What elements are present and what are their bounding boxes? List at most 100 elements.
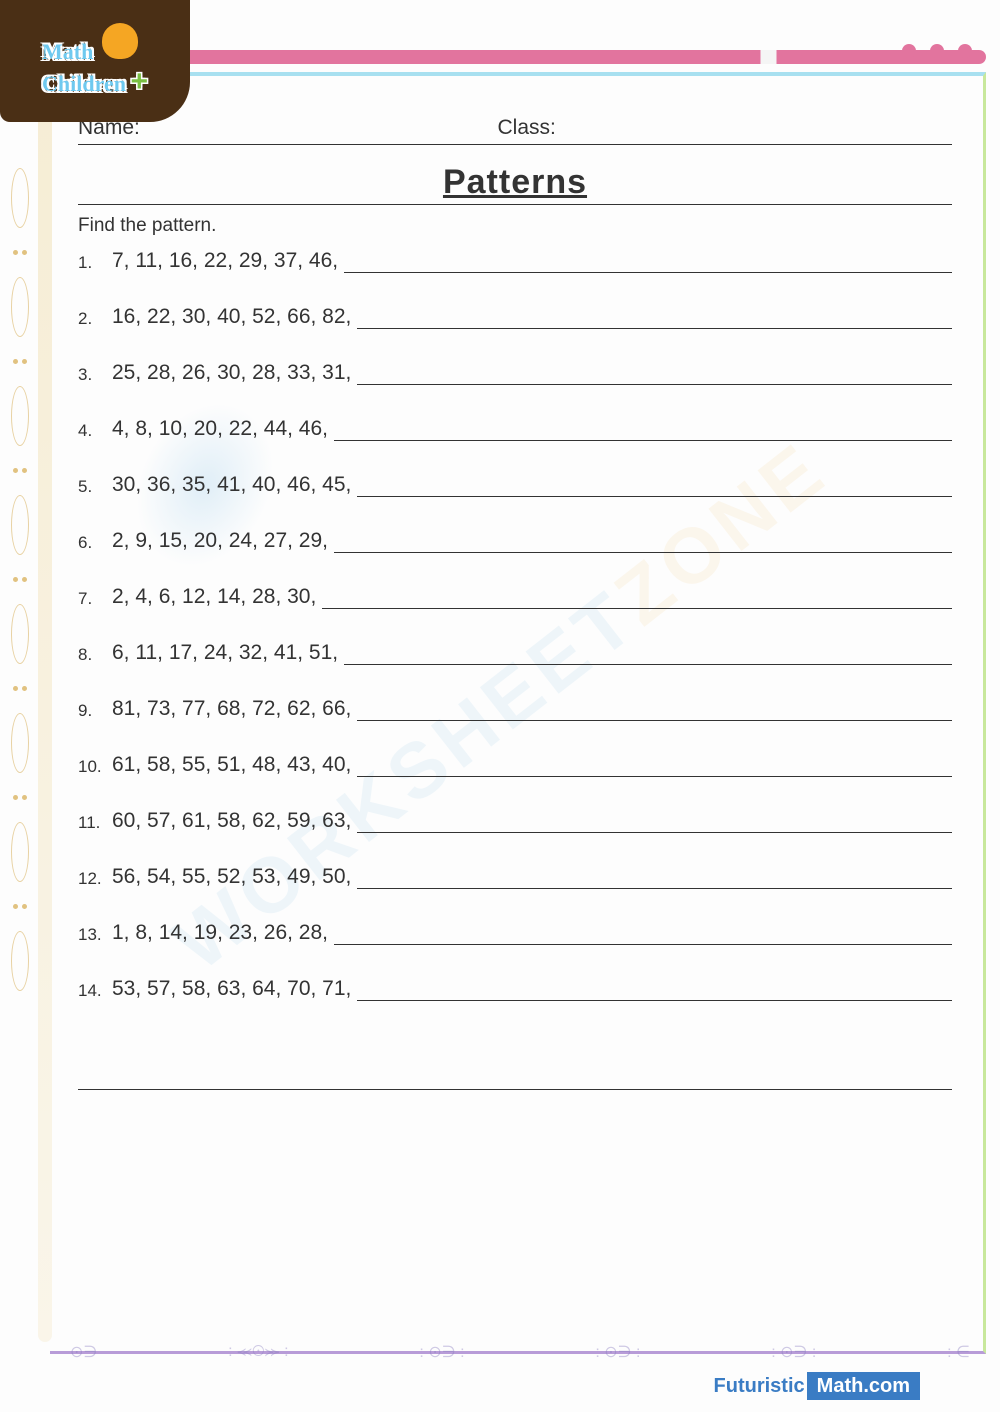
dots-pair xyxy=(8,904,32,909)
dots-pair xyxy=(8,359,32,364)
problem-number: 7. xyxy=(78,586,112,609)
problem-sequence: 4, 8, 10, 20, 22, 44, 46, xyxy=(112,417,334,441)
swirl-icon xyxy=(11,822,29,882)
footer-part1: Futuristic xyxy=(714,1375,805,1397)
logo-badge: Math Children + xyxy=(0,0,190,122)
swirl-icon xyxy=(11,931,29,991)
problem-number: 8. xyxy=(78,642,112,665)
problem-sequence: 30, 36, 35, 41, 40, 46, 45, xyxy=(112,473,357,497)
answer-blank[interactable] xyxy=(334,923,952,945)
problem-number: 10. xyxy=(78,754,112,777)
bottom-rule xyxy=(78,1089,952,1090)
answer-blank[interactable] xyxy=(357,475,952,497)
answer-blank[interactable] xyxy=(357,811,952,833)
footer-part2: Math.com xyxy=(807,1372,920,1400)
problem-row: 9.81, 73, 77, 68, 72, 62, 66, xyxy=(78,697,952,721)
swirl-icon xyxy=(11,495,29,555)
dot-icon xyxy=(958,44,972,58)
decor-glyph: : ⊙∋ : xyxy=(771,1342,816,1362)
problem-row: 7.2, 4, 6, 12, 14, 28, 30, xyxy=(78,585,952,609)
dot-icon xyxy=(930,44,944,58)
problem-sequence: 60, 57, 61, 58, 62, 59, 63, xyxy=(112,809,357,833)
answer-blank[interactable] xyxy=(344,643,952,665)
answer-blank[interactable] xyxy=(322,587,952,609)
problem-number: 9. xyxy=(78,698,112,721)
problem-row: 13.1, 8, 14, 19, 23, 26, 28, xyxy=(78,921,952,945)
answer-blank[interactable] xyxy=(334,419,952,441)
answer-blank[interactable] xyxy=(357,363,952,385)
title-wrap: Patterns xyxy=(78,163,952,205)
logo-content: Math Children + xyxy=(42,23,148,98)
dots-pair xyxy=(8,686,32,691)
decor-glyph: ⊙∋ xyxy=(70,1342,97,1362)
problem-row: 4.4, 8, 10, 20, 22, 44, 46, xyxy=(78,417,952,441)
answer-blank[interactable] xyxy=(334,531,952,553)
problem-number: 2. xyxy=(78,306,112,329)
decor-glyph: : ∈ xyxy=(947,1342,970,1362)
top-border-strip xyxy=(180,50,986,64)
plus-icon: + xyxy=(130,65,148,98)
footer-credit: FuturisticMath.com xyxy=(714,1375,920,1398)
problem-sequence: 16, 22, 30, 40, 52, 66, 82, xyxy=(112,305,357,329)
instruction-text: Find the pattern. xyxy=(78,215,952,237)
problems-list: 1.7, 11, 16, 22, 29, 37, 46, 2.16, 22, 30… xyxy=(78,249,952,1001)
bottom-decoration: ⊙∋ : ⪻⊙⪼ : : ⊙∋ : : ⊙∋ : : ⊙∋ : : ∈ xyxy=(70,1342,970,1362)
dots-pair xyxy=(8,577,32,582)
decor-glyph: : ⊙∋ : xyxy=(419,1342,464,1362)
problem-row: 11.60, 57, 61, 58, 62, 59, 63, xyxy=(78,809,952,833)
problem-row: 8.6, 11, 17, 24, 32, 41, 51, xyxy=(78,641,952,665)
decor-glyph: : ⊙∋ : xyxy=(595,1342,640,1362)
problem-sequence: 6, 11, 17, 24, 32, 41, 51, xyxy=(112,641,344,665)
header-row: Name: Class: xyxy=(78,116,952,145)
problem-number: 11. xyxy=(78,810,112,833)
dots-pair xyxy=(8,795,32,800)
top-dots xyxy=(902,44,972,58)
problem-sequence: 61, 58, 55, 51, 48, 43, 40, xyxy=(112,753,357,777)
decor-glyph: : ⪻⊙⪼ : xyxy=(228,1343,289,1361)
answer-blank[interactable] xyxy=(357,307,952,329)
swirl-icon xyxy=(11,713,29,773)
problem-sequence: 56, 54, 55, 52, 53, 49, 50, xyxy=(112,865,357,889)
problem-sequence: 1, 8, 14, 19, 23, 26, 28, xyxy=(112,921,334,945)
problem-sequence: 2, 9, 15, 20, 24, 27, 29, xyxy=(112,529,334,553)
problem-number: 5. xyxy=(78,474,112,497)
problem-sequence: 81, 73, 77, 68, 72, 62, 66, xyxy=(112,697,357,721)
problem-row: 3.25, 28, 26, 30, 28, 33, 31, xyxy=(78,361,952,385)
problem-number: 13. xyxy=(78,922,112,945)
swirl-icon xyxy=(11,604,29,664)
swirl-icon xyxy=(11,277,29,337)
logo-line2: Children xyxy=(42,71,126,96)
swirl-icon xyxy=(11,168,29,228)
problem-number: 14. xyxy=(78,978,112,1001)
problem-row: 12.56, 54, 55, 52, 53, 49, 50, xyxy=(78,865,952,889)
problem-number: 6. xyxy=(78,530,112,553)
problem-row: 2.16, 22, 30, 40, 52, 66, 82, xyxy=(78,305,952,329)
answer-blank[interactable] xyxy=(357,755,952,777)
dots-pair xyxy=(8,250,32,255)
swirl-icon xyxy=(11,386,29,446)
problem-sequence: 53, 57, 58, 63, 64, 70, 71, xyxy=(112,977,357,1001)
problem-row: 14.53, 57, 58, 63, 64, 70, 71, xyxy=(78,977,952,1001)
problem-number: 3. xyxy=(78,362,112,385)
dot-icon xyxy=(902,44,916,58)
problem-number: 12. xyxy=(78,866,112,889)
dots-pair xyxy=(8,468,32,473)
problem-row: 10.61, 58, 55, 51, 48, 43, 40, xyxy=(78,753,952,777)
problem-sequence: 25, 28, 26, 30, 28, 33, 31, xyxy=(112,361,357,385)
left-border-strip xyxy=(38,90,52,1342)
answer-blank[interactable] xyxy=(344,251,952,273)
problem-sequence: 7, 11, 16, 22, 29, 37, 46, xyxy=(112,249,344,273)
answer-blank[interactable] xyxy=(357,979,952,1001)
problem-row: 1.7, 11, 16, 22, 29, 37, 46, xyxy=(78,249,952,273)
problem-sequence: 2, 4, 6, 12, 14, 28, 30, xyxy=(112,585,322,609)
answer-blank[interactable] xyxy=(357,699,952,721)
problem-row: 6.2, 9, 15, 20, 24, 27, 29, xyxy=(78,529,952,553)
side-decoration xyxy=(8,150,32,1332)
problem-number: 4. xyxy=(78,418,112,441)
problem-row: 5.30, 36, 35, 41, 40, 46, 45, xyxy=(78,473,952,497)
bee-icon xyxy=(102,23,138,59)
class-label: Class: xyxy=(498,116,952,140)
problem-number: 1. xyxy=(78,250,112,273)
worksheet-title: Patterns xyxy=(443,163,587,201)
answer-blank[interactable] xyxy=(357,867,952,889)
